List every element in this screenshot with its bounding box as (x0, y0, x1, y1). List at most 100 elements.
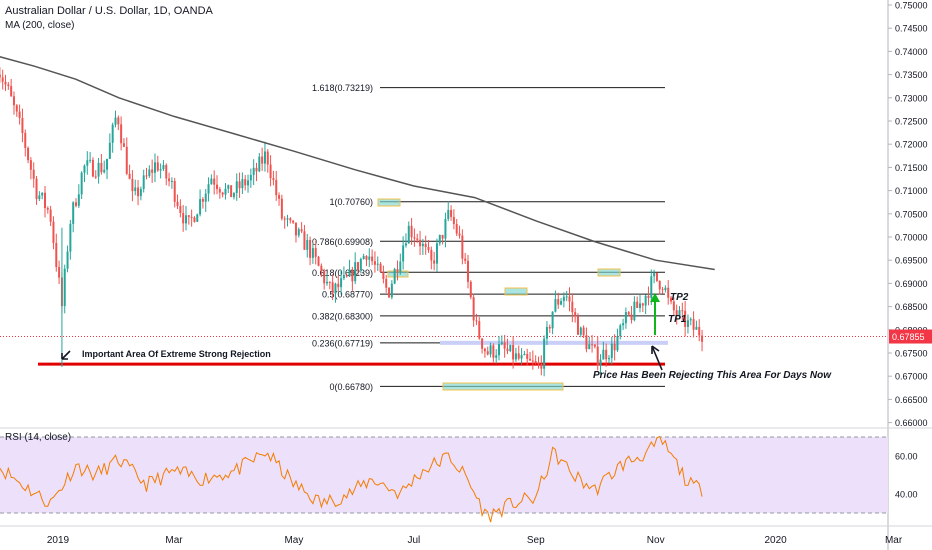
candle-body (560, 301, 563, 305)
candle-body (593, 344, 596, 347)
rsi-legend-label: RSI (14, close) (5, 432, 72, 443)
candle-body (483, 348, 486, 352)
candle-body (286, 218, 289, 220)
fib-level-label: 0(0.66780) (329, 382, 373, 392)
candle-body (311, 248, 314, 258)
candle-body (416, 238, 419, 240)
candle-body (464, 258, 467, 261)
current-price-label: 0.67855 (892, 332, 925, 342)
rsi-tick-label: 40.00 (895, 490, 918, 500)
candle-body (692, 319, 695, 330)
candle-body (365, 256, 368, 260)
candle-body (529, 358, 532, 361)
candle-body (43, 192, 46, 209)
candle-body (588, 344, 591, 350)
candle-body (190, 216, 193, 218)
candle-body (627, 312, 630, 315)
candle-body (698, 326, 701, 336)
candle-body (294, 222, 297, 236)
candle-body (684, 310, 687, 327)
candle-body (534, 361, 537, 363)
candle-body (77, 194, 80, 206)
time-tick-label: Jul (407, 535, 420, 546)
candle-body (244, 179, 247, 186)
candle-body (633, 301, 636, 321)
support-note-arrow (61, 350, 71, 360)
candle-body (12, 96, 15, 106)
candle-body (658, 280, 661, 290)
price-tick-label: 0.68500 (895, 302, 928, 312)
candle-body (410, 225, 413, 238)
candle-body (390, 283, 393, 298)
fib-level-label: 0.236(0.67719) (312, 338, 373, 348)
time-tick-label: Mar (885, 535, 903, 546)
candle-body (69, 223, 72, 252)
candle-body (554, 299, 557, 312)
candle-body (407, 225, 410, 244)
candle-body (232, 193, 235, 198)
candle-body (230, 185, 233, 198)
candle-body (478, 321, 481, 339)
current-price-badge (889, 329, 932, 344)
candle-body (605, 349, 608, 360)
candle-body (97, 162, 100, 177)
candle-body (424, 243, 427, 248)
candle-body (7, 84, 10, 87)
candle-body (613, 343, 616, 351)
time-tick-label: 2019 (47, 535, 70, 546)
candle-body (176, 201, 179, 207)
candle-body (458, 233, 461, 236)
candle-body (52, 221, 55, 243)
candle-body (585, 335, 588, 350)
candle-body (641, 303, 644, 306)
fib-level-label: 1(0.70760) (329, 197, 373, 207)
candle-body (38, 195, 41, 200)
support-band (440, 340, 668, 345)
candle-body (376, 263, 379, 265)
candle-body (213, 178, 216, 185)
candle-body (139, 188, 142, 197)
price-tick-label: 0.69500 (895, 256, 928, 266)
candle-body (340, 278, 343, 288)
candle-body (517, 353, 520, 359)
time-tick-label: Sep (527, 535, 545, 546)
candle-body (557, 299, 560, 305)
candle-body (120, 124, 123, 144)
candle-body (210, 178, 213, 185)
candle-body (184, 215, 187, 224)
candle-body (498, 344, 501, 356)
candle-body (650, 276, 653, 298)
candle-body (622, 323, 625, 326)
candle-body (466, 260, 469, 282)
candle-body (359, 259, 362, 271)
highlight-zone (387, 270, 409, 278)
candle-body (151, 169, 154, 173)
candle-body (342, 275, 345, 279)
candle-body (503, 342, 506, 349)
candle-body (393, 269, 396, 284)
candle-body (134, 187, 137, 192)
candle-body (238, 181, 241, 189)
candle-body (678, 310, 681, 316)
price-tick-label: 0.66000 (895, 418, 928, 428)
price-tick-label: 0.71000 (895, 186, 928, 196)
candle-body (275, 179, 278, 196)
candle-body (328, 281, 331, 283)
candle-body (481, 338, 484, 349)
candle-body (562, 296, 565, 302)
candle-body (681, 310, 684, 312)
candle-body (21, 117, 24, 133)
candle-body (444, 219, 447, 239)
candle-body (83, 165, 86, 173)
price-tick-label: 0.67500 (895, 349, 928, 359)
candle-body (607, 358, 610, 360)
ma-200-line (0, 56, 715, 271)
candle-body (667, 287, 670, 298)
candle-body (114, 117, 117, 125)
candle-body (196, 214, 199, 222)
candle-body (399, 261, 402, 272)
candle-body (266, 151, 269, 165)
candle-body (94, 176, 97, 178)
fib-level-label: 0.786(0.69908) (312, 237, 373, 247)
